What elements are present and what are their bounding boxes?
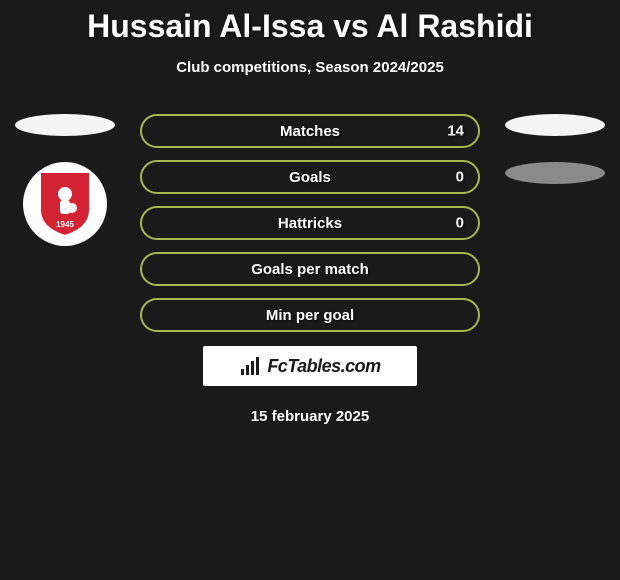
branding-text: FcTables.com <box>267 356 380 377</box>
left-placeholder-ellipse <box>15 114 115 136</box>
stat-label: Goals per match <box>251 261 369 278</box>
right-player-column <box>500 114 610 210</box>
stat-row: Goals per match <box>140 252 480 286</box>
page-title: Hussain Al-Issa vs Al Rashidi <box>0 8 620 45</box>
stat-row: Goals 0 <box>140 160 480 194</box>
stat-row: Matches 14 <box>140 114 480 148</box>
page-subtitle: Club competitions, Season 2024/2025 <box>0 59 620 76</box>
stat-label: Hattricks <box>278 215 342 232</box>
right-placeholder-ellipse-2 <box>505 162 605 184</box>
footer-date: 15 february 2025 <box>0 408 620 425</box>
stats-list: Matches 14 Goals 0 Hattricks 0 Goals per match… <box>140 114 480 332</box>
left-player-column: 1945 <box>10 114 120 246</box>
stat-label: Min per goal <box>266 307 354 324</box>
branding-box: FcTables.com <box>203 346 417 386</box>
stat-label: Matches <box>280 123 340 140</box>
stat-value-right: 0 <box>456 169 464 186</box>
shield-icon: 1945 <box>36 170 94 238</box>
left-club-badge: 1945 <box>23 162 107 246</box>
svg-text:1945: 1945 <box>56 220 74 229</box>
stat-label: Goals <box>289 169 331 186</box>
stat-row: Hattricks 0 <box>140 206 480 240</box>
stat-value-right: 14 <box>447 123 464 140</box>
comparison-card: Hussain Al-Issa vs Al Rashidi Club compe… <box>0 0 620 425</box>
stat-value-right: 0 <box>456 215 464 232</box>
chart-icon <box>239 355 261 377</box>
stat-row: Min per goal <box>140 298 480 332</box>
right-placeholder-ellipse-1 <box>505 114 605 136</box>
stats-area: 1945 Matches 14 Goals 0 Hattricks 0 Goals per … <box>0 114 620 425</box>
